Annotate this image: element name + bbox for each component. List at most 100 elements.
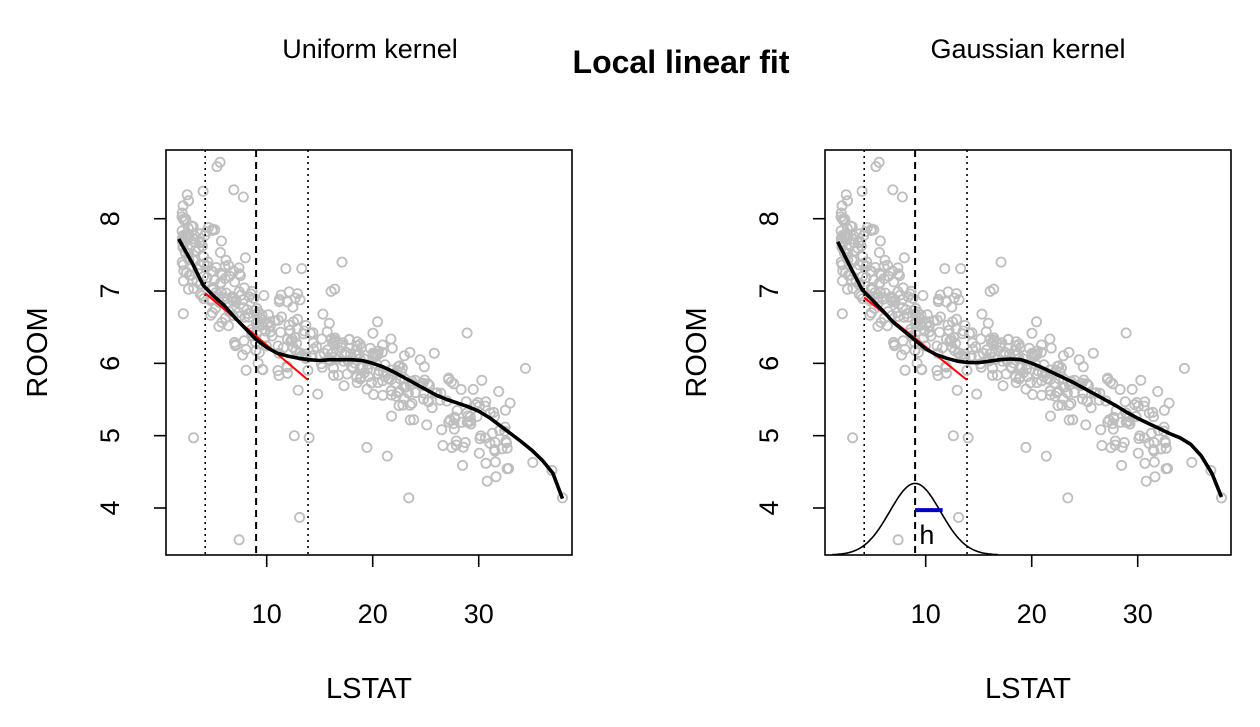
data-point <box>376 339 388 351</box>
data-point <box>403 492 415 504</box>
data-point <box>1148 411 1160 423</box>
data-point <box>1063 346 1075 358</box>
data-point <box>879 254 891 266</box>
data-point <box>322 344 334 356</box>
data-point <box>861 221 873 233</box>
data-point <box>957 328 969 340</box>
data-point <box>233 268 245 280</box>
panel-uniform-kernel: Uniform kernel 10 20 30 4 5 6 7 8 LSTAT ROOM <box>22 34 573 705</box>
data-point <box>987 369 999 381</box>
scatter-points <box>835 156 1228 546</box>
data-point <box>240 364 252 376</box>
data-point <box>365 377 377 389</box>
data-point <box>392 387 404 399</box>
data-point <box>181 266 193 278</box>
data-point <box>1096 439 1108 451</box>
data-point <box>182 283 194 295</box>
data-point <box>275 326 287 338</box>
data-point <box>1000 368 1012 380</box>
data-point <box>327 347 339 359</box>
data-point <box>941 296 953 308</box>
panel-subtitle: Uniform kernel <box>282 34 458 64</box>
data-point <box>303 432 315 444</box>
data-point <box>296 263 308 275</box>
data-point <box>840 189 852 201</box>
data-point <box>398 350 410 362</box>
data-point <box>421 419 433 431</box>
data-point <box>294 294 306 306</box>
data-point <box>955 263 967 275</box>
data-point <box>934 289 946 301</box>
data-point <box>939 263 951 275</box>
data-point <box>256 363 268 375</box>
data-point <box>1057 350 1069 362</box>
data-point <box>307 343 319 355</box>
data-point <box>419 374 431 386</box>
data-point <box>448 417 460 429</box>
data-point <box>272 364 284 376</box>
data-point <box>323 317 335 329</box>
data-point <box>855 290 867 302</box>
data-point <box>838 215 850 227</box>
data-point <box>1104 376 1116 388</box>
data-point <box>1040 450 1052 462</box>
data-point <box>233 534 245 546</box>
data-point <box>443 416 455 428</box>
y-tick-label: 6 <box>754 356 784 371</box>
data-point <box>1152 385 1164 397</box>
data-point <box>894 289 906 301</box>
data-point <box>519 362 531 374</box>
data-point <box>1160 442 1172 454</box>
data-point <box>1080 419 1092 431</box>
data-point <box>1116 441 1128 453</box>
data-point <box>393 400 405 412</box>
data-point <box>258 289 270 301</box>
data-point <box>1045 342 1057 354</box>
data-point <box>898 252 910 264</box>
data-point <box>923 321 935 333</box>
data-point <box>489 456 501 468</box>
data-point <box>480 457 492 469</box>
data-point <box>1120 327 1132 339</box>
data-point <box>1035 346 1047 358</box>
data-point <box>953 511 965 523</box>
data-point <box>446 442 458 454</box>
data-point <box>493 385 505 397</box>
data-point <box>872 320 884 332</box>
data-point <box>917 289 929 301</box>
data-point <box>294 511 306 523</box>
data-point <box>872 291 884 303</box>
data-point <box>847 432 859 444</box>
data-point <box>967 343 979 355</box>
data-point <box>982 317 994 329</box>
data-point <box>1078 374 1090 386</box>
data-point <box>1025 377 1037 389</box>
data-point <box>243 291 255 303</box>
data-point <box>984 285 996 297</box>
data-point <box>455 383 467 395</box>
plot-frame <box>165 149 573 556</box>
data-point <box>1160 437 1172 449</box>
data-point <box>1178 362 1190 374</box>
data-point <box>1124 415 1136 427</box>
data-point <box>302 364 314 376</box>
data-point <box>437 439 449 451</box>
data-point <box>490 471 502 483</box>
data-point <box>213 320 225 332</box>
data-point <box>1095 424 1107 436</box>
data-point <box>1105 442 1117 454</box>
data-point <box>951 313 963 325</box>
data-point <box>857 293 869 305</box>
data-point <box>273 369 285 381</box>
data-point <box>198 293 210 305</box>
data-point <box>371 316 383 328</box>
data-point <box>1107 417 1119 429</box>
data-point <box>408 414 420 426</box>
x-tick-label: 20 <box>1017 599 1047 629</box>
data-point <box>467 383 479 395</box>
y-tick-label: 7 <box>95 284 125 299</box>
x-tick-label: 30 <box>464 599 494 629</box>
data-point <box>951 384 963 396</box>
data-point <box>888 276 900 288</box>
data-point <box>1147 443 1159 455</box>
